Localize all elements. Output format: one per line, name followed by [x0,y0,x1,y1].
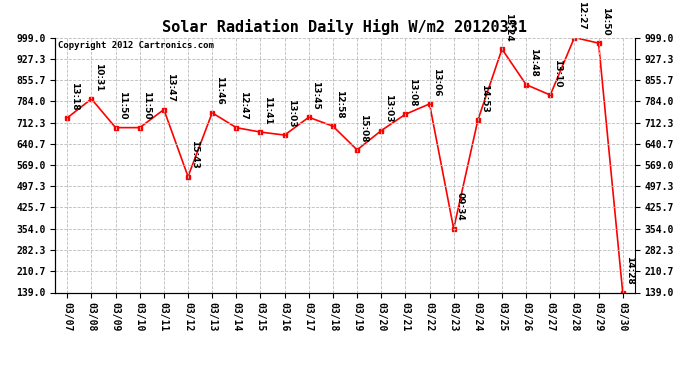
Title: Solar Radiation Daily High W/m2 20120331: Solar Radiation Daily High W/m2 20120331 [163,19,527,35]
Text: 09:34: 09:34 [456,192,465,221]
Text: Copyright 2012 Cartronics.com: Copyright 2012 Cartronics.com [58,41,214,50]
Text: 11:50: 11:50 [118,92,127,120]
Text: 13:47: 13:47 [166,73,175,102]
Text: 13:03: 13:03 [384,94,393,123]
Text: 13:03: 13:03 [287,99,296,128]
Text: 13:18: 13:18 [70,82,79,110]
Text: 13:45: 13:45 [311,81,320,110]
Text: 12:27: 12:27 [577,1,586,30]
Text: 12:58: 12:58 [335,90,344,118]
Text: 12:47: 12:47 [239,91,248,120]
Text: 13:10: 13:10 [553,59,562,87]
Text: 10:31: 10:31 [94,63,103,91]
Text: 13:08: 13:08 [408,78,417,106]
Text: 14:53: 14:53 [480,84,489,112]
Text: 15:43: 15:43 [190,140,199,169]
Text: 13:06: 13:06 [432,68,441,96]
Text: 11:50: 11:50 [142,92,151,120]
Text: 14:50: 14:50 [601,7,610,36]
Text: 13:24: 13:24 [504,13,513,41]
Text: 14:48: 14:48 [529,48,538,77]
Text: 14:28: 14:28 [625,256,634,285]
Text: 11:41: 11:41 [263,96,272,124]
Text: 11:46: 11:46 [215,76,224,105]
Text: 15:08: 15:08 [359,114,368,142]
